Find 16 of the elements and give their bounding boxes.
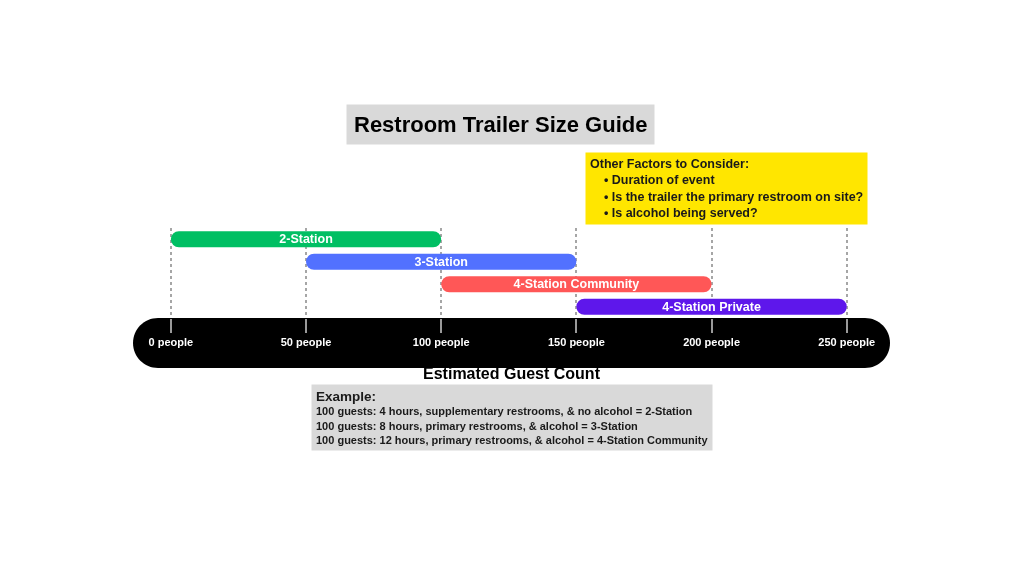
text: Example: 100 guests: 4 hours, supplementary restrooms, & no alcohol = 2-Station 100 guests: 8 hours, primary restrooms, & alcohol = 3-Station 100 guests: 12 hours, primary restrooms, & alcohol = 4-Station Community (316, 389, 709, 446)
x-tick-label: 0 people (148, 336, 194, 349)
bar (170, 231, 442, 248)
bar (306, 253, 577, 270)
x-tick-label: 200 people (683, 336, 740, 349)
chart-title: Restroom Trailer Size Guide (354, 112, 648, 137)
x-tick-label: 150 people (547, 336, 605, 349)
y-tick-label: 4-Station Private (662, 299, 761, 314)
y-tick-label: 3-Station (414, 254, 468, 269)
x-tick-label: 50 people (280, 336, 332, 349)
y-tick-label: 2-Station (279, 232, 333, 247)
y-tick-label: 4-Station Community (513, 277, 640, 292)
text: Other Factors to Consider: • Duration of event • Is the trailer the primary restroom on site? • Is alcohol being served? (590, 157, 864, 220)
x-axis-title: Estimated Guest Count (423, 364, 601, 382)
x-tick-label: 250 people (818, 336, 876, 349)
x-tick-label: 100 people (412, 336, 470, 349)
